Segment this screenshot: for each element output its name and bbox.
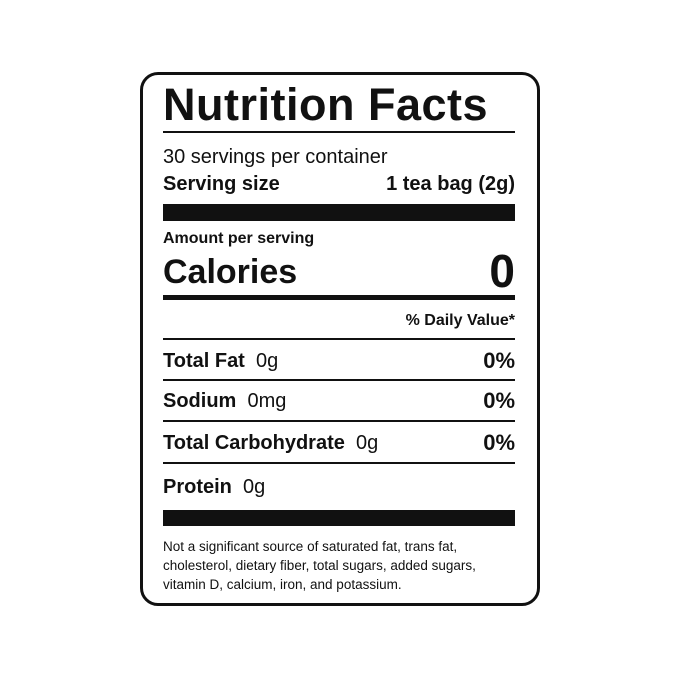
footnote-line: cholesterol, dietary fiber, total sugars… (163, 558, 476, 573)
rule (163, 379, 515, 381)
nutrient-daily-value: 0% (483, 348, 515, 373)
calories-label: Calories (163, 253, 298, 291)
thick-rule (163, 510, 515, 526)
rule (163, 462, 515, 464)
nutrient-daily-value: 0% (483, 430, 515, 455)
nutrient-amount: 0g (356, 432, 379, 454)
medium-rule (163, 295, 515, 300)
footnote-line: vitamin D, calcium, iron, and potassium. (163, 577, 402, 592)
nutrient-name: Sodium (163, 390, 237, 412)
title: Nutrition Facts (163, 79, 489, 130)
nutrient-row: Sodium 0mg (163, 389, 286, 413)
nutrient-row: Total Fat 0g (163, 349, 278, 373)
nutrient-row: Protein 0g (163, 475, 265, 499)
amount-per-serving: Amount per serving (163, 230, 315, 247)
footnote: Not a significant source of saturated fa… (163, 537, 476, 594)
rule (163, 420, 515, 422)
nutrient-name: Total Carbohydrate (163, 432, 345, 454)
rule (163, 338, 515, 340)
nutrient-name: Protein (163, 476, 232, 498)
label-border (140, 72, 540, 606)
daily-value-header: % Daily Value* (405, 312, 515, 329)
serving-size-value: 1 tea bag (2g) (386, 173, 515, 195)
nutrient-amount: 0g (243, 476, 266, 498)
nutrient-amount: 0mg (247, 390, 287, 412)
footnote-line: Not a significant source of saturated fa… (163, 539, 458, 554)
serving-size-label: Serving size (163, 173, 280, 195)
calories-value: 0 (489, 245, 515, 297)
thick-rule (163, 204, 515, 221)
nutrient-row: Total Carbohydrate 0g (163, 431, 378, 455)
nutrient-daily-value: 0% (483, 388, 515, 413)
rule (163, 131, 515, 133)
nutrient-name: Total Fat (163, 350, 245, 372)
servings: 30 servings per container (163, 146, 388, 168)
nutrient-amount: 0g (255, 350, 279, 372)
